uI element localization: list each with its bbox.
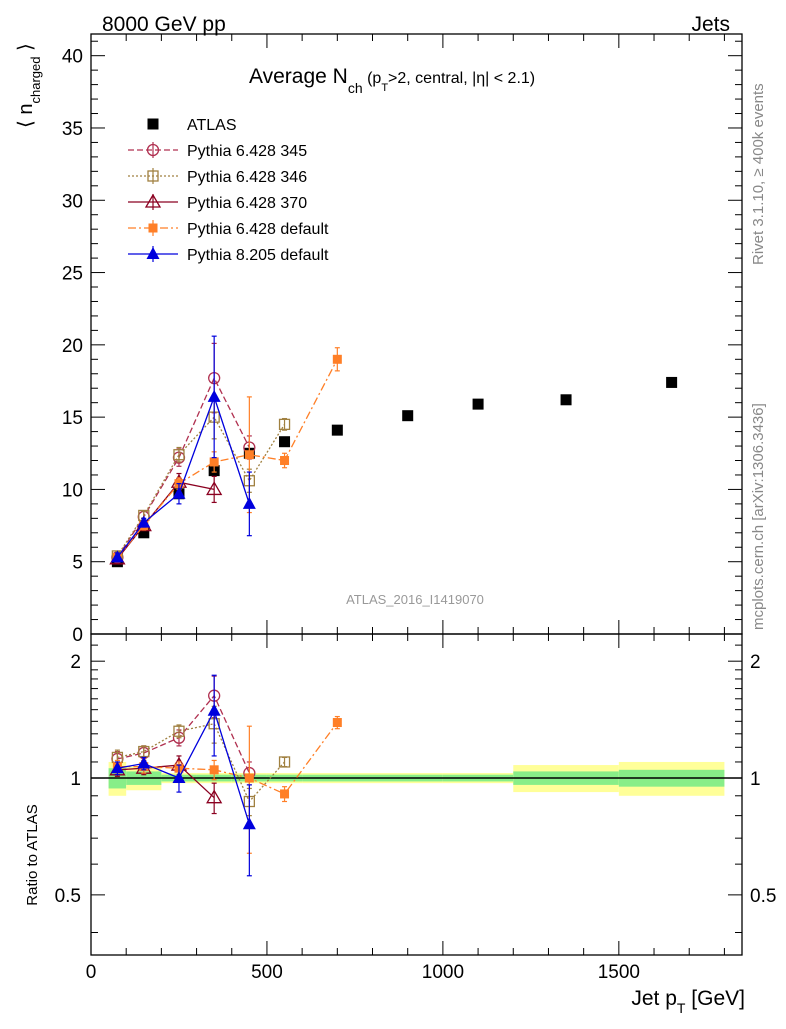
legend-entry: ATLAS: [147, 117, 237, 134]
y-tick-label: 5: [72, 553, 83, 574]
legend-marker: [146, 247, 160, 259]
data-point: [280, 456, 290, 466]
y-tick-label: 30: [62, 191, 83, 212]
x-tick-label: 0: [86, 962, 97, 983]
x-axis-label: Jet pT [GeV]: [631, 987, 745, 1016]
ratio-point: [209, 765, 219, 775]
x-tick-label: 500: [251, 962, 283, 983]
data-point: [244, 450, 254, 460]
header-energy: 8000 GeV pp: [102, 13, 226, 36]
ratio-point: [172, 771, 186, 784]
legend-entry: Pythia 6.428 default: [128, 220, 329, 238]
ratio-series-pythia-8-205-default: [110, 674, 256, 877]
ratio-point: [173, 725, 185, 737]
ratio-point: [110, 761, 124, 774]
series-pythia-8-205-default: [110, 335, 256, 563]
y-tick-label: 40: [62, 47, 83, 68]
ratio-point: [206, 789, 223, 804]
legend-label: Pythia 6.428 default: [187, 221, 329, 238]
y-tick-label: 10: [62, 480, 83, 501]
ratio-point: [137, 756, 151, 769]
legend-label: Pythia 8.205 default: [187, 247, 329, 264]
legend-label: Pythia 6.428 346: [187, 169, 307, 186]
ratio-point: [207, 703, 221, 716]
y-tick-label: 25: [62, 264, 83, 285]
data-point: [666, 376, 678, 388]
series-pythia-6-428-default: [112, 347, 342, 563]
y-axis-label: ⟨ ncharged ⟩: [15, 43, 43, 128]
ratio-plot-frame: [90, 633, 743, 956]
series-pythia-6-428-370: [109, 472, 223, 565]
ratio-y-tick-label: 0.5: [55, 886, 81, 907]
data-point: [209, 457, 219, 467]
data-point: [173, 449, 185, 461]
legend-entry: Pythia 6.428 346: [128, 168, 307, 186]
ratio-point: [332, 718, 342, 728]
rivet-label: Rivet 3.1.10, ≥ 400k events: [750, 83, 767, 265]
chart-title: Average Nch (pT>2, central, |η| < 2.1): [249, 65, 535, 96]
legend-entry: Pythia 8.205 default: [128, 246, 329, 264]
ratio-y-tick-label-right: 0.5: [750, 886, 776, 907]
legend-marker: [146, 143, 160, 157]
ratio-y-tick-label: 2: [70, 652, 81, 673]
data-point: [206, 481, 223, 496]
legend-entry: Pythia 6.428 345: [128, 142, 307, 160]
legend-marker: [147, 170, 159, 182]
ratio-line: [117, 764, 215, 799]
legend-label: Pythia 6.428 345: [187, 143, 307, 160]
data-point: [331, 424, 343, 436]
ratio-series-pythia-6-428-346: [111, 705, 291, 817]
ratio-y-label: Ratio to ATLAS: [24, 804, 41, 905]
ratio-y-tick-label-right: 2: [750, 652, 761, 673]
header-category: Jets: [691, 13, 730, 36]
data-point: [172, 486, 186, 499]
data-point: [472, 398, 484, 410]
data-point: [332, 354, 342, 364]
legend-label: Pythia 6.428 370: [187, 195, 307, 212]
ratio-point: [242, 817, 256, 830]
y-tick-label: 35: [62, 119, 83, 140]
x-tick-label: 1000: [422, 962, 464, 983]
legend-marker: [147, 118, 159, 130]
x-tick-label: 1500: [598, 962, 640, 983]
y-tick-label: 0: [72, 625, 83, 646]
data-point: [242, 496, 256, 509]
data-point: [278, 418, 291, 431]
data-point: [110, 550, 124, 563]
data-point: [279, 436, 291, 448]
data-point: [138, 527, 150, 539]
analysis-watermark: ATLAS_2016_I1419070: [346, 592, 484, 607]
data-point: [402, 410, 414, 422]
legend-entry: Pythia 6.428 370: [128, 193, 307, 212]
y-tick-label: 15: [62, 408, 83, 429]
ratio-line: [117, 722, 286, 803]
legend-label: ATLAS: [187, 117, 237, 134]
ratio-y-tick-label: 1: [70, 769, 81, 790]
legend-marker: [148, 223, 158, 233]
ratio-point: [278, 756, 291, 768]
ratio-point: [244, 773, 254, 783]
mcplots-label: mcplots.cern.ch [arXiv:1306.3436]: [750, 403, 767, 630]
ratio-point: [280, 789, 290, 799]
ratio-y-tick-label-right: 1: [750, 769, 761, 790]
legend-marker: [144, 193, 162, 208]
y-tick-label: 20: [62, 336, 83, 357]
data-point: [207, 389, 221, 402]
series-line: [116, 481, 215, 560]
series-line: [116, 359, 338, 558]
data-point: [560, 394, 572, 406]
data-point: [137, 515, 151, 528]
